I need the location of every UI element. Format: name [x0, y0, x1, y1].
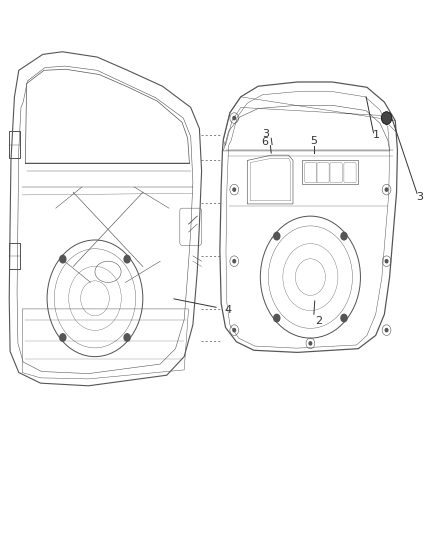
- Text: 3: 3: [262, 129, 269, 139]
- Circle shape: [233, 260, 236, 263]
- Circle shape: [385, 116, 388, 119]
- Circle shape: [341, 314, 347, 322]
- Circle shape: [233, 188, 236, 191]
- Circle shape: [60, 255, 66, 263]
- Circle shape: [233, 328, 236, 332]
- Circle shape: [385, 188, 388, 191]
- Text: 4: 4: [224, 305, 231, 315]
- Text: 3: 3: [416, 191, 423, 201]
- Circle shape: [60, 334, 66, 341]
- Circle shape: [274, 232, 280, 240]
- Circle shape: [381, 112, 392, 124]
- Circle shape: [124, 255, 130, 263]
- Text: 2: 2: [315, 316, 323, 326]
- Circle shape: [124, 334, 130, 341]
- Circle shape: [385, 328, 388, 332]
- Circle shape: [233, 116, 236, 119]
- Circle shape: [341, 232, 347, 240]
- Text: 6: 6: [261, 137, 268, 147]
- Text: 1: 1: [373, 130, 380, 140]
- Circle shape: [309, 342, 312, 345]
- Circle shape: [274, 314, 280, 322]
- Circle shape: [385, 260, 388, 263]
- Text: 5: 5: [311, 136, 318, 147]
